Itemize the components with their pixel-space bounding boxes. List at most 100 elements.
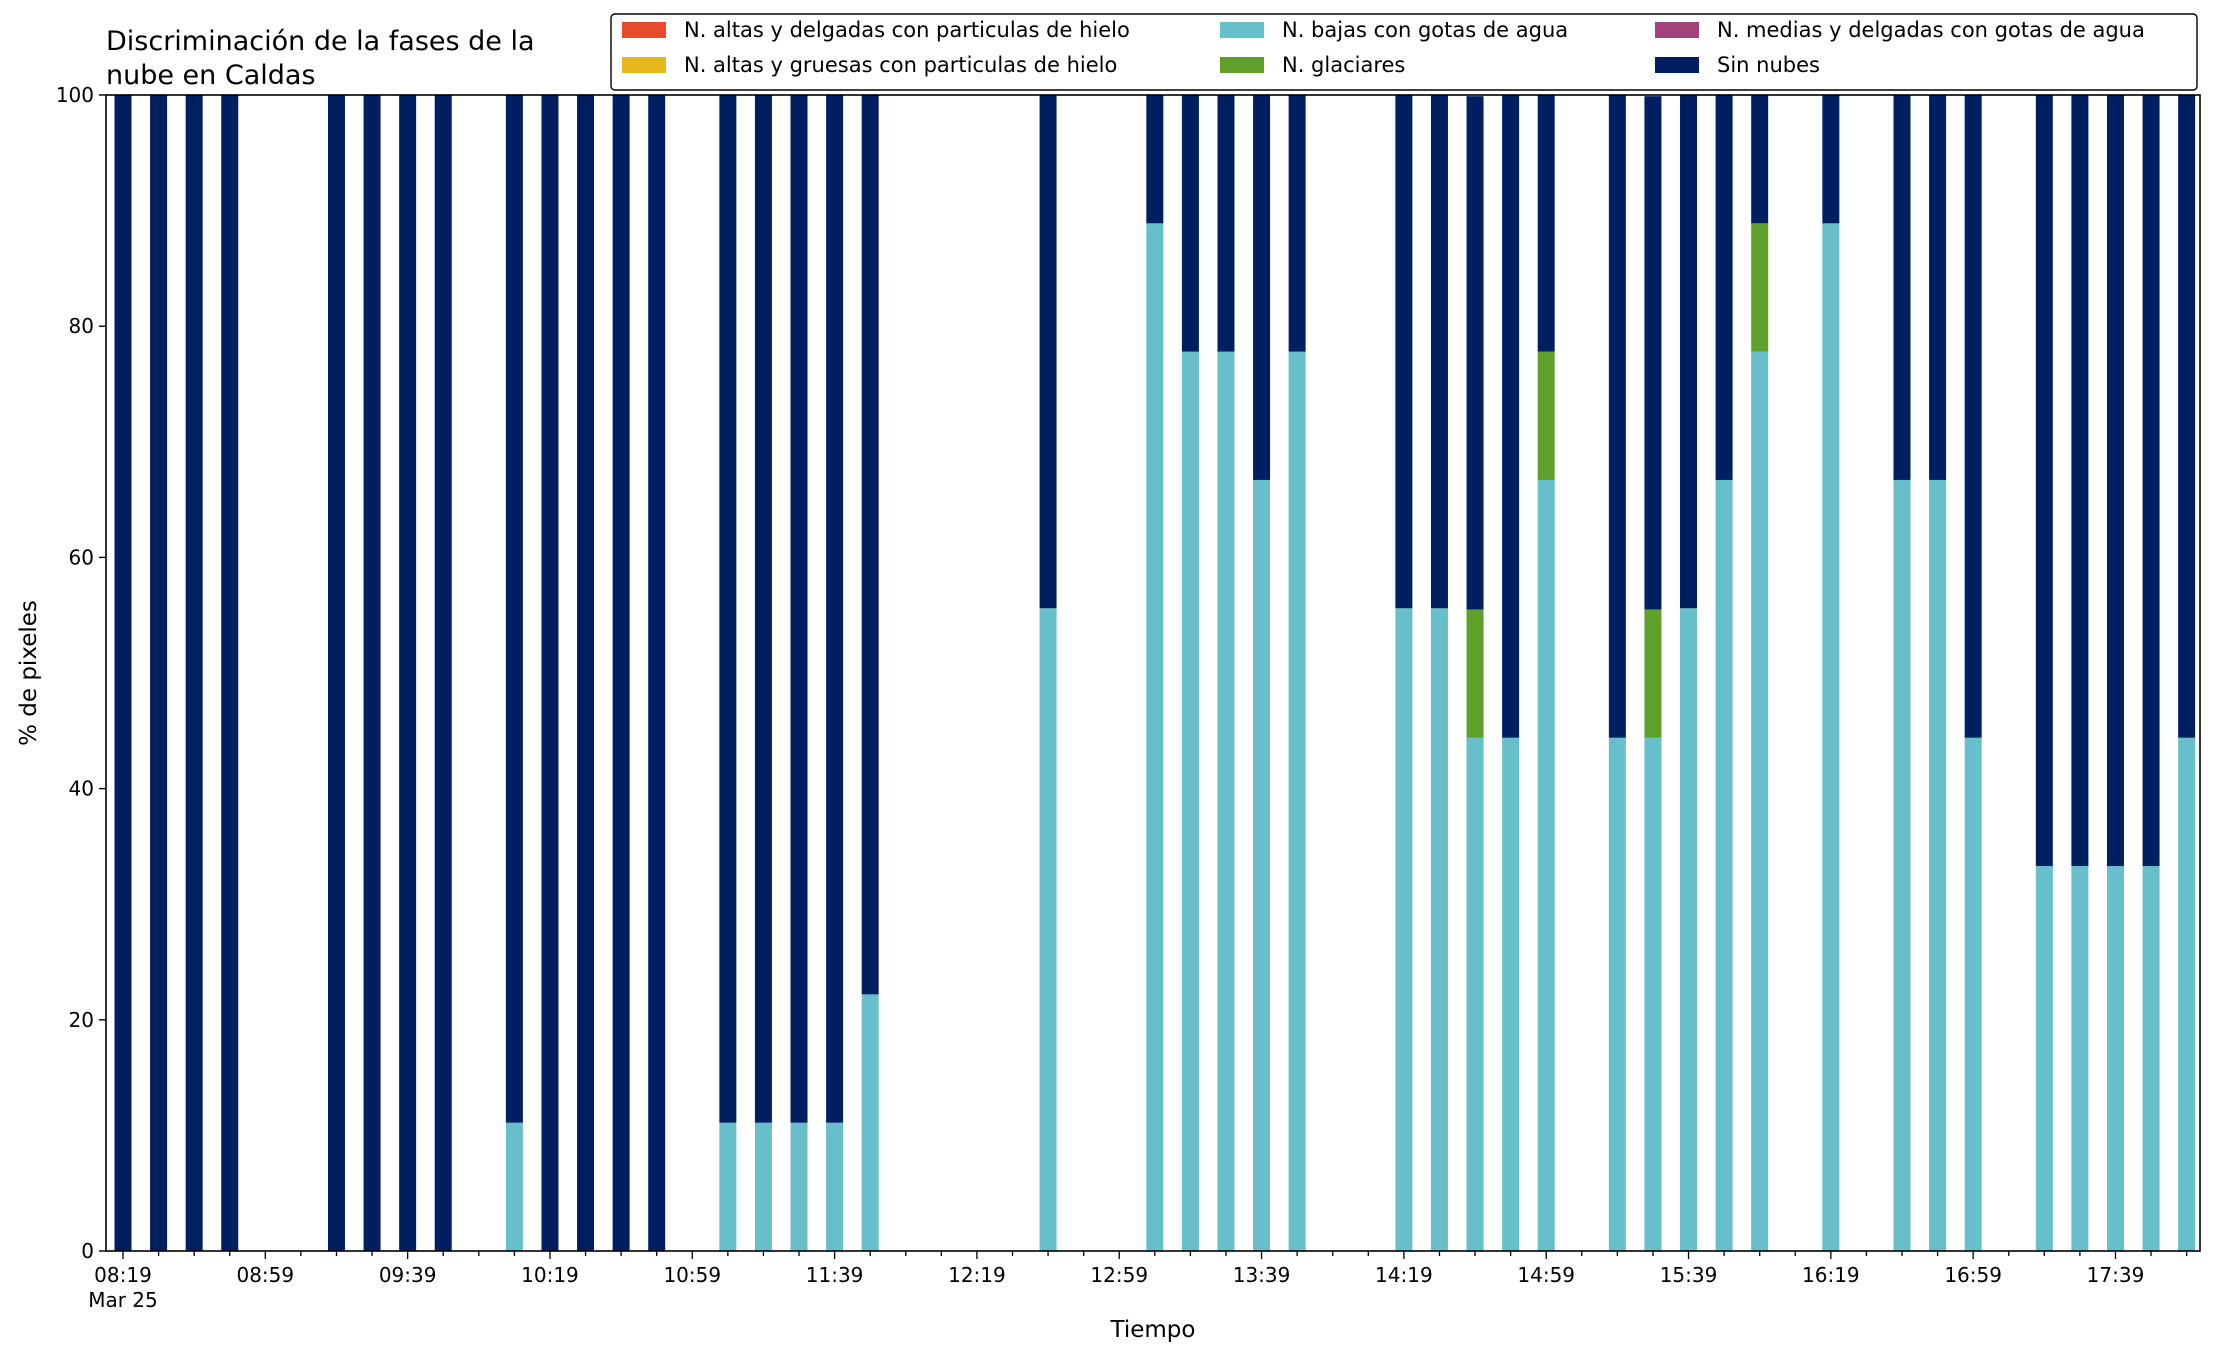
bar-segment xyxy=(1253,95,1271,480)
legend-label: N. medias y delgadas con gotas de agua xyxy=(1717,18,2145,42)
legend-label: N. altas y gruesas con particulas de hie… xyxy=(684,53,1117,77)
legend-swatch xyxy=(1220,57,1264,73)
bar-segment xyxy=(1146,223,1164,1251)
bar-segment xyxy=(861,994,879,1251)
x-tick-label: 16:19 xyxy=(1802,1263,1860,1287)
bar-segment xyxy=(1715,95,1733,480)
bar-segment xyxy=(1608,95,1626,738)
x-tick-sublabel: Mar 25 xyxy=(88,1288,158,1312)
legend-label: Sin nubes xyxy=(1717,53,1820,77)
bar-segment xyxy=(2071,866,2089,1251)
bar-segment xyxy=(1715,479,1733,1251)
x-axis-label: Tiempo xyxy=(1110,1317,1196,1343)
bar-segment xyxy=(185,95,203,1251)
legend-swatch xyxy=(1655,22,1699,38)
x-tick-label: 11:39 xyxy=(806,1263,864,1287)
bar-segment xyxy=(648,95,666,1251)
y-tick-label: 20 xyxy=(69,1008,94,1032)
x-tick-label: 08:59 xyxy=(236,1263,294,1287)
bar-segment xyxy=(1039,608,1057,1251)
bar-segment xyxy=(1964,95,1982,738)
bar-segment xyxy=(2106,866,2124,1251)
legend-label: N. altas y delgadas con particulas de hi… xyxy=(684,18,1130,42)
bar-segment xyxy=(1537,351,1555,480)
bar-segment xyxy=(1466,96,1484,610)
bar-segment xyxy=(2106,95,2124,867)
legend-swatch xyxy=(1655,57,1699,73)
legend-label: N. glaciares xyxy=(1282,53,1405,77)
bar-segment xyxy=(1822,223,1840,1251)
chart-title-line-2: nube en Caldas xyxy=(106,60,316,91)
chart-title-line-1: Discriminación de la fases de la xyxy=(106,26,535,57)
y-tick-label: 40 xyxy=(69,777,94,801)
bar-segment xyxy=(1217,351,1235,1251)
y-tick-label: 0 xyxy=(81,1239,94,1263)
bar-segment xyxy=(2035,95,2053,867)
bar-segment xyxy=(577,95,595,1251)
y-axis-label: % de pixeles xyxy=(16,600,42,746)
legend: N. altas y delgadas con particulas de hi… xyxy=(610,13,2198,91)
bar-segment xyxy=(1466,609,1484,738)
bar-segment xyxy=(790,95,808,1123)
bar-segment xyxy=(150,95,168,1251)
bar-segment xyxy=(1395,608,1413,1251)
x-tick-label: 10:19 xyxy=(521,1263,579,1287)
legend-swatch xyxy=(622,22,666,38)
bar-segment xyxy=(1644,737,1662,1251)
bar-segment xyxy=(327,95,345,1251)
x-tick-label: 14:59 xyxy=(1517,1263,1575,1287)
bar-segment xyxy=(1181,351,1199,1251)
bar-segment xyxy=(1893,95,1911,480)
bar-segment xyxy=(1964,737,1982,1251)
x-tick-label: 12:59 xyxy=(1090,1263,1148,1287)
x-tick-label: 12:19 xyxy=(948,1263,1006,1287)
bar-segment xyxy=(1430,95,1448,609)
bar-segment xyxy=(363,95,381,1251)
bar-segment xyxy=(505,1122,523,1251)
x-tick-label: 14:19 xyxy=(1375,1263,1433,1287)
x-tick-label: 08:19 xyxy=(94,1263,152,1287)
bar-segment xyxy=(399,95,417,1251)
bar-segment xyxy=(790,1122,808,1251)
legend-swatch xyxy=(1220,22,1264,38)
y-tick-label: 60 xyxy=(69,545,94,569)
x-tick-label: 17:39 xyxy=(2087,1263,2145,1287)
y-axis: 0 20 40 60 80 100 xyxy=(56,83,106,1263)
bar-segment xyxy=(2178,95,2196,738)
bar-segment xyxy=(1502,95,1520,738)
legend-label: N. bajas con gotas de agua xyxy=(1282,18,1568,42)
legend-frame xyxy=(610,13,2198,91)
bar-segment xyxy=(826,95,844,1123)
bar-segment xyxy=(1929,479,1947,1251)
bar-segment xyxy=(1644,609,1662,738)
bar-segment xyxy=(2142,95,2160,867)
bar-segment xyxy=(1466,737,1484,1251)
x-tick-label: 15:39 xyxy=(1660,1263,1718,1287)
x-tick-label: 10:59 xyxy=(663,1263,721,1287)
x-tick-label: 09:39 xyxy=(379,1263,437,1287)
bar-segment xyxy=(1751,351,1769,1251)
bar-segment xyxy=(1822,95,1840,224)
bar-segment xyxy=(1608,737,1626,1251)
bar-segment xyxy=(861,95,879,995)
bar-segment xyxy=(1039,95,1057,609)
bar-segment xyxy=(754,95,772,1123)
bar-segment xyxy=(1929,95,1947,480)
y-tick-label: 80 xyxy=(69,314,94,338)
x-tick-label: 16:59 xyxy=(1944,1263,2002,1287)
chart-title: Discriminación de la fases de la nube en… xyxy=(106,26,535,91)
bar-segment xyxy=(1893,479,1911,1251)
bar-segment xyxy=(1217,95,1235,352)
bar-segment xyxy=(1644,96,1662,610)
bar-segment xyxy=(1253,479,1271,1251)
bar-segment xyxy=(2035,866,2053,1251)
bar-segment xyxy=(2142,866,2160,1251)
bar-segment xyxy=(612,95,630,1251)
bar-segment xyxy=(114,95,132,1251)
bar-segment xyxy=(2071,95,2089,867)
bar-segment xyxy=(1395,95,1413,609)
bar-segment xyxy=(221,95,239,1251)
bar-segment xyxy=(1537,95,1555,352)
bar-segment xyxy=(1680,95,1698,609)
